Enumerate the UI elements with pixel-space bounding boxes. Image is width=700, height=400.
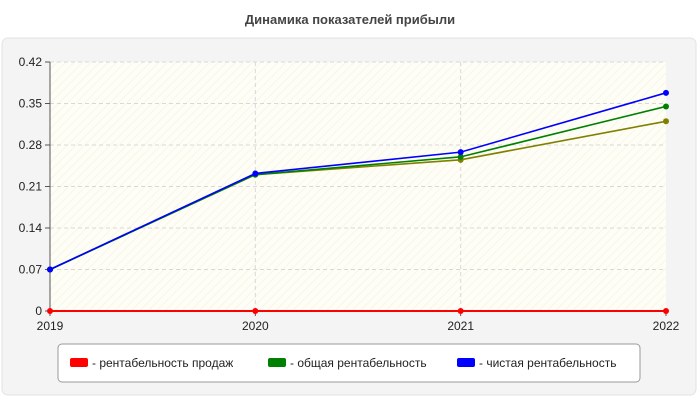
legend-item-label: - рентабельность продаж [92,356,233,370]
y-tick-label: 0.35 [19,97,43,111]
data-point [457,149,464,156]
data-point [47,308,53,314]
y-tick-label: 0.42 [19,55,43,69]
series-lines [47,89,669,314]
y-tick-label: 0.28 [19,138,43,152]
legend-item-label: - чистая рентабельность [479,356,616,370]
y-tick-label: 0.07 [19,263,43,277]
data-point [663,89,669,96]
data-point [663,118,669,125]
x-tick-label: 2022 [653,319,680,333]
y-tick-label: 0 [35,304,42,318]
data-point [663,103,669,110]
x-tick-labels: 2019 2020 2021 2022 [37,319,680,333]
legend-swatch [268,358,286,367]
data-point [457,153,464,160]
legend-swatch [457,358,475,367]
y-tick-labels: 0 0.07 0.14 0.21 0.28 0.35 0.42 [19,55,43,318]
legend-box [57,343,641,383]
series-line [49,92,667,271]
x-tick-label: 2021 [447,319,474,333]
data-point [663,308,669,314]
legend-swatch [70,358,88,367]
data-point [252,170,259,177]
data-point [252,308,259,314]
legend: - рентабельность продаж - общая рентабель… [57,343,641,383]
y-tick-label: 0.21 [19,180,43,194]
grid-lines [50,61,666,311]
x-tick-label: 2020 [242,319,269,333]
chart-title: Динамика показателей прибыли [244,12,456,27]
y-tick-label: 0.14 [19,221,43,235]
legend-item-label: - общая рентабельность [290,356,427,370]
data-point [457,308,464,314]
x-tick-label: 2019 [37,319,64,333]
data-point [47,266,53,273]
